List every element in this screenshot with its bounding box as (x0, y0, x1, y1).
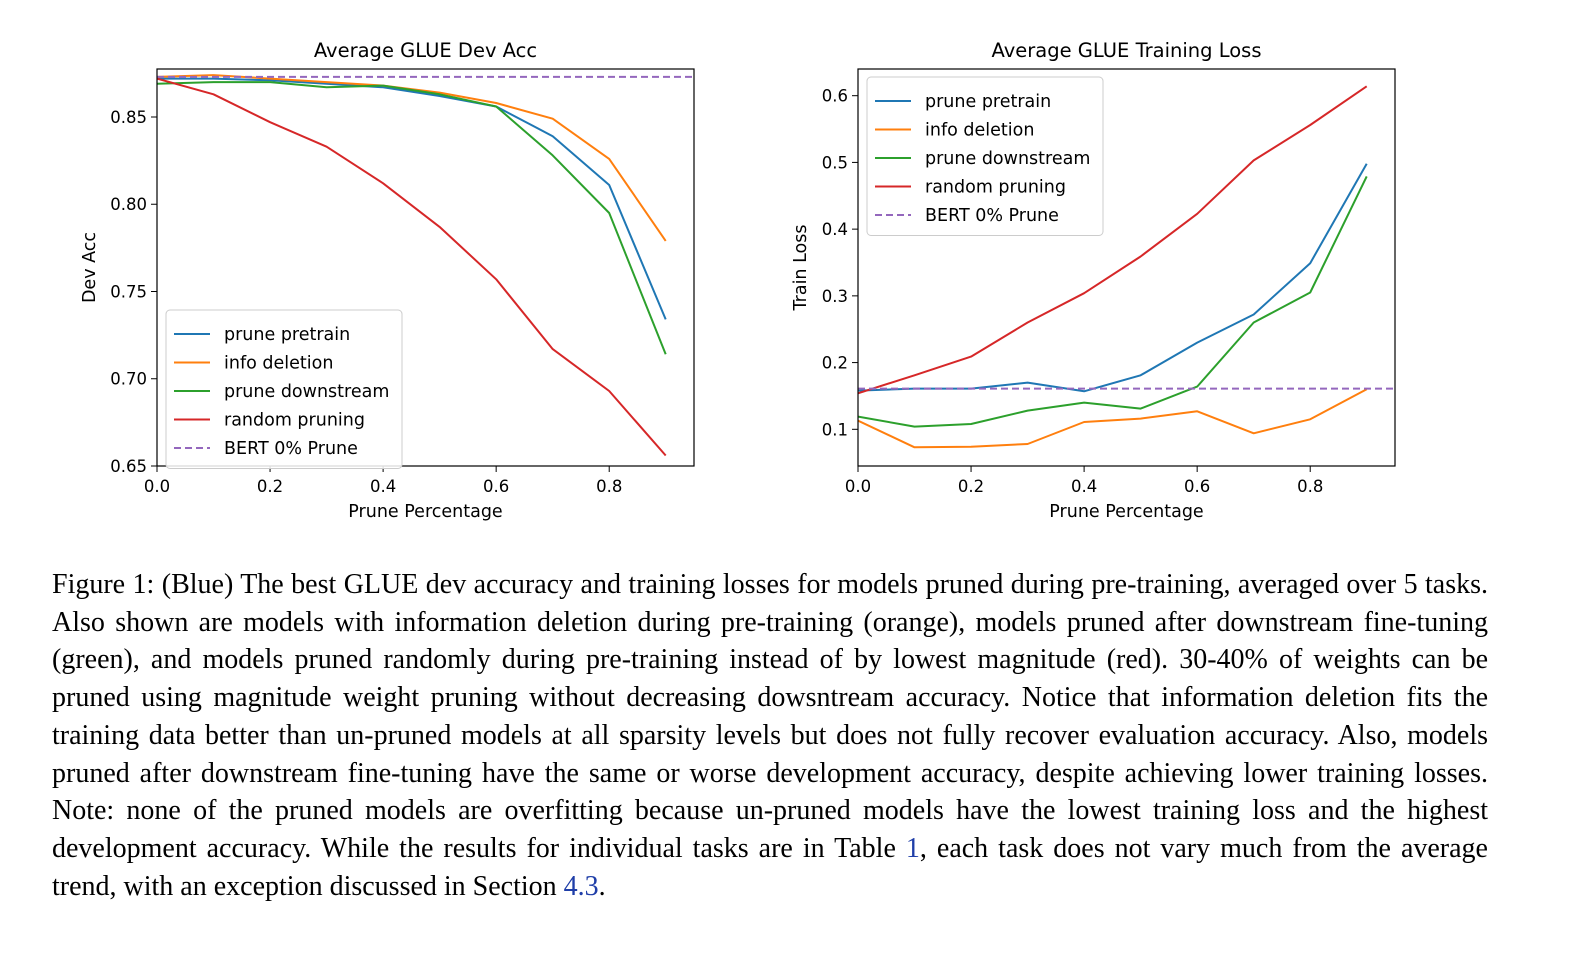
y-tick-label: 0.80 (110, 195, 147, 214)
legend-label: random pruning (224, 411, 365, 431)
plot-frame (857, 68, 1396, 467)
y-tick-label: 0.70 (110, 370, 147, 389)
section-ref-link[interactable]: 4.3 (563, 870, 599, 902)
x-tick-label: 0.0 (845, 477, 871, 496)
y-tick-label: 0.3 (822, 287, 848, 306)
figure-caption: Figure 1: (Blue) The best GLUE dev accur… (52, 566, 1488, 905)
legend-label: random pruning (925, 178, 1066, 198)
y-axis-label: Dev Acc (80, 232, 100, 303)
x-axis-label: Prune Percentage (348, 502, 502, 522)
legend-label: BERT 0% Prune (925, 206, 1059, 226)
x-tick-label: 0.8 (596, 477, 622, 496)
series-line-prune-pretrain (858, 163, 1368, 393)
plot-frame (156, 68, 695, 467)
chart-title: Average GLUE Training Loss (992, 39, 1262, 62)
series-line-prune-pretrain (157, 77, 667, 320)
x-tick-label: 0.4 (370, 477, 396, 496)
legend-label: prune pretrain (925, 92, 1051, 112)
figure: Average GLUE Dev Acc Prune Percentage Dev … (80, 39, 1396, 522)
series-line-random-pruning (157, 77, 667, 457)
x-axis-label: Prune Percentage (1049, 502, 1203, 522)
caption-text-cont: , each task does not vary much from the … (52, 832, 1488, 902)
legend: prune pretrain info deletion prune downstr… (866, 76, 1104, 236)
table-ref-link[interactable]: 1 (905, 832, 920, 864)
x-tick-label: 0.2 (958, 477, 984, 496)
y-tick-label: 0.85 (110, 108, 147, 127)
legend-label: info deletion (224, 354, 333, 374)
legend-box (866, 76, 1104, 236)
series-line-prune-downstream (858, 175, 1368, 428)
y-tick-label: 0.75 (110, 282, 147, 301)
y-tick-label: 0.65 (110, 457, 147, 476)
train-loss-chart: Average GLUE Training Loss Prune Percenta… (791, 39, 1396, 522)
legend-label: prune downstream (224, 382, 389, 402)
legend-box (165, 309, 403, 469)
series-line-info-deletion (157, 74, 667, 242)
legend-label: info deletion (925, 121, 1034, 141)
caption-end: . (598, 870, 606, 902)
legend-label: prune downstream (925, 149, 1090, 169)
chart-title: Average GLUE Dev Acc (314, 39, 537, 62)
x-tick-label: 0.6 (1184, 477, 1210, 496)
dev-acc-chart: Average GLUE Dev Acc Prune Percentage Dev … (80, 39, 695, 522)
series-line-random-pruning (858, 85, 1368, 395)
y-tick-label: 0.2 (822, 354, 848, 373)
legend: prune pretrain info deletion prune downstr… (165, 309, 403, 469)
y-tick-label: 0.4 (822, 220, 848, 239)
caption-text: Figure 1: (Blue) The best GLUE dev accur… (52, 569, 1488, 864)
legend-label: prune pretrain (224, 325, 350, 345)
y-tick-label: 0.6 (822, 87, 848, 106)
series-line-info-deletion (858, 388, 1368, 449)
x-tick-label: 0.4 (1071, 477, 1097, 496)
x-tick-label: 0.2 (257, 477, 283, 496)
y-axis-label: Train Loss (791, 225, 811, 312)
legend-label: BERT 0% Prune (224, 439, 358, 459)
x-tick-label: 0.6 (483, 477, 509, 496)
y-tick-label: 0.5 (822, 153, 848, 172)
x-tick-label: 0.8 (1297, 477, 1323, 496)
series-line-prune-downstream (157, 81, 667, 355)
y-tick-label: 0.1 (822, 420, 848, 439)
x-tick-label: 0.0 (144, 477, 170, 496)
